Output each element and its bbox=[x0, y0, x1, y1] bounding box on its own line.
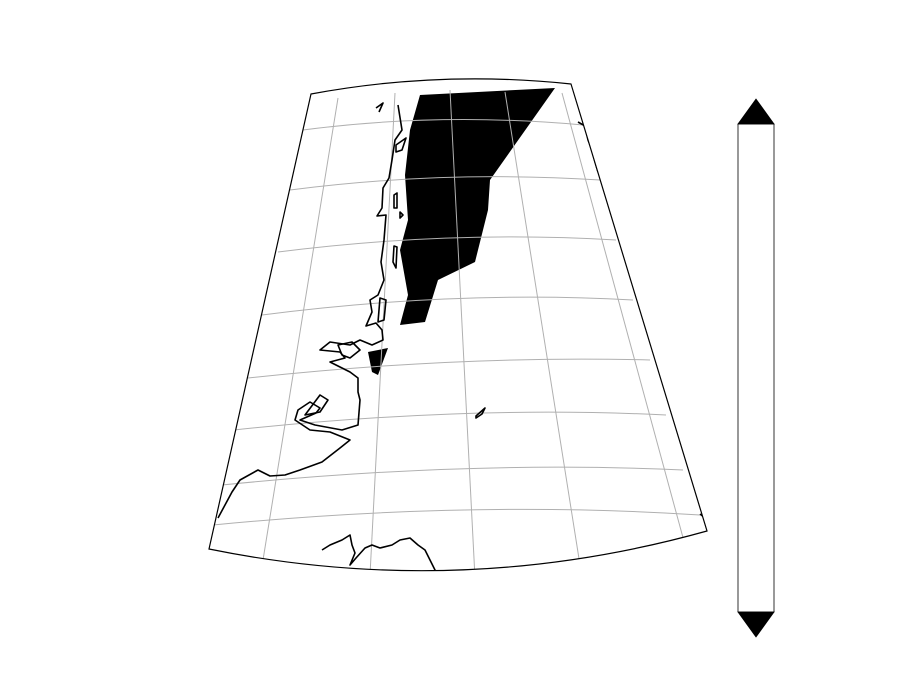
colorbar-over-triangle bbox=[737, 98, 775, 125]
map-boundary bbox=[208, 78, 708, 572]
parallel-gridlines bbox=[212, 119, 701, 526]
flux-field-region bbox=[368, 348, 388, 375]
colorbar-under-triangle bbox=[737, 611, 775, 638]
colorbar-frame bbox=[737, 123, 775, 613]
flux-field-region bbox=[400, 88, 555, 325]
flux-field-spot bbox=[423, 168, 439, 184]
